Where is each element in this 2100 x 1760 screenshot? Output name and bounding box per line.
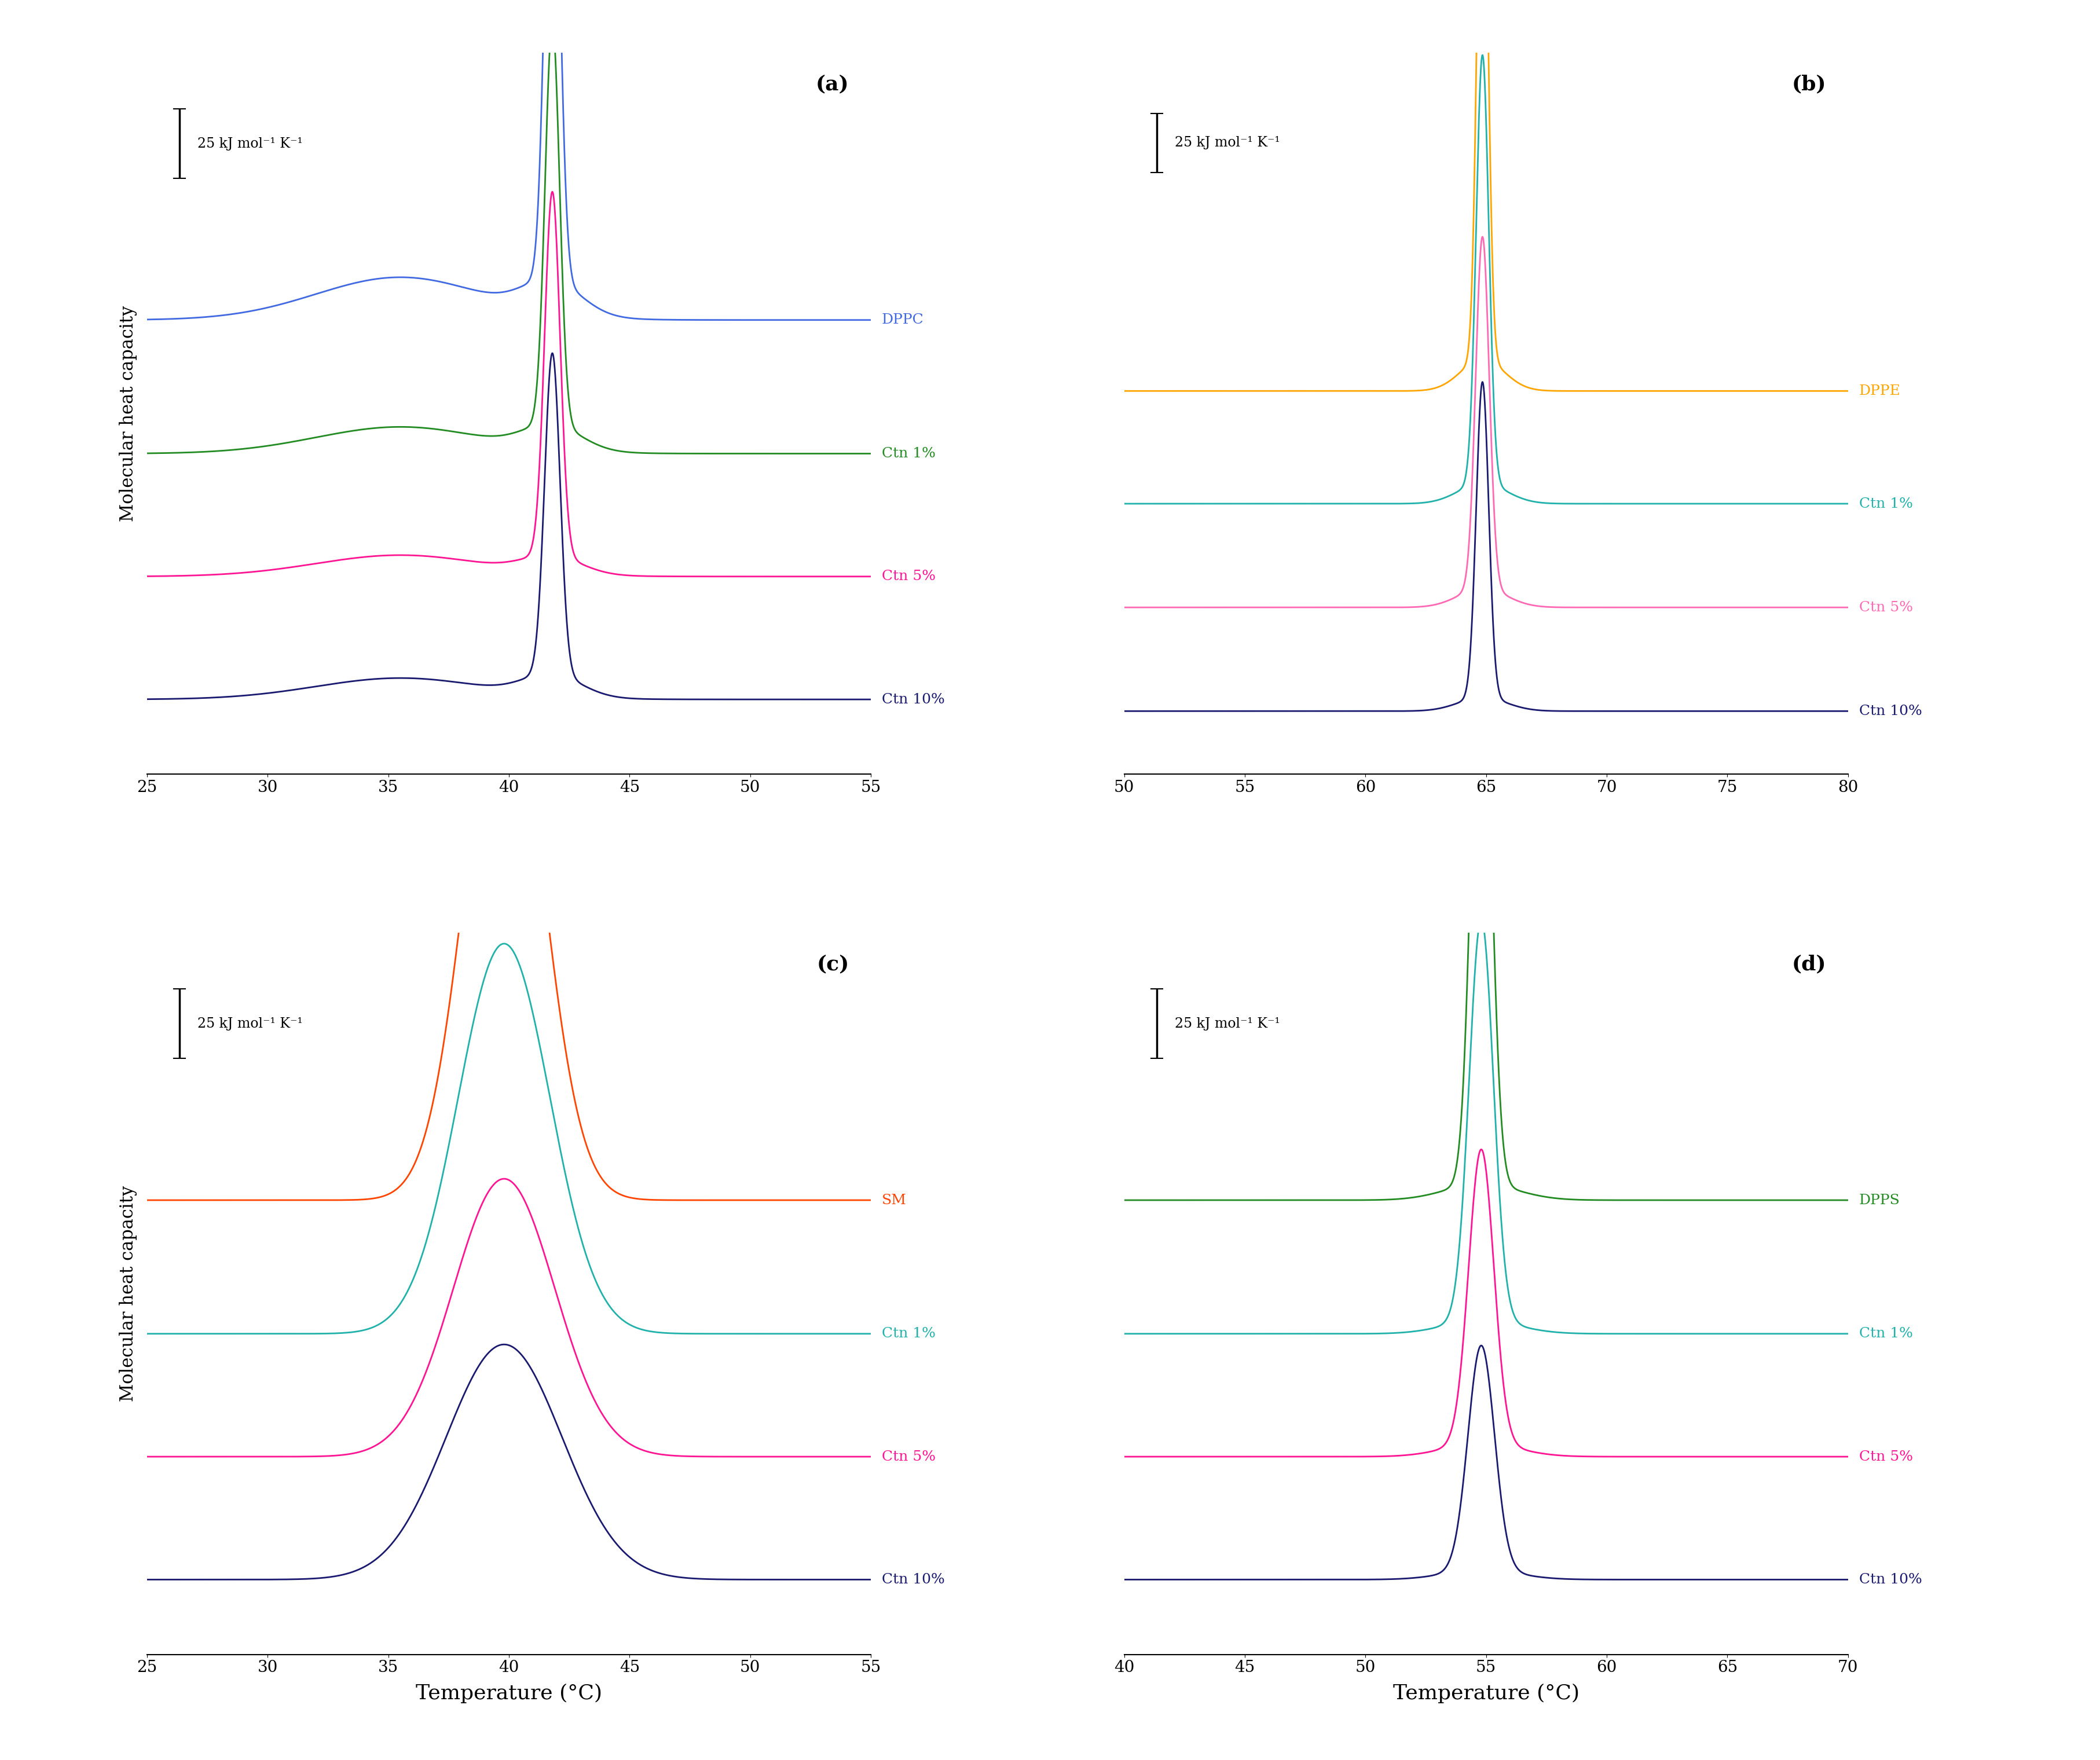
Text: Ctn 1%: Ctn 1% bbox=[1858, 496, 1913, 510]
Y-axis label: Molecular heat capacity: Molecular heat capacity bbox=[120, 1186, 136, 1401]
Text: (c): (c) bbox=[817, 954, 848, 975]
X-axis label: Temperature (°C): Temperature (°C) bbox=[1392, 1684, 1579, 1704]
Text: DPPC: DPPC bbox=[882, 313, 924, 327]
Text: 25 kJ mol⁻¹ K⁻¹: 25 kJ mol⁻¹ K⁻¹ bbox=[197, 1017, 302, 1030]
Text: Ctn 1%: Ctn 1% bbox=[882, 447, 935, 461]
Text: Ctn 5%: Ctn 5% bbox=[882, 570, 935, 583]
Text: Ctn 1%: Ctn 1% bbox=[882, 1327, 935, 1341]
Text: Ctn 5%: Ctn 5% bbox=[1858, 600, 1913, 614]
Text: (d): (d) bbox=[1791, 954, 1827, 975]
Text: Ctn 10%: Ctn 10% bbox=[1858, 1573, 1922, 1586]
Text: 25 kJ mol⁻¹ K⁻¹: 25 kJ mol⁻¹ K⁻¹ bbox=[1174, 1017, 1281, 1030]
Text: DPPS: DPPS bbox=[1858, 1193, 1900, 1207]
Text: (a): (a) bbox=[815, 74, 848, 93]
Text: Ctn 10%: Ctn 10% bbox=[882, 693, 945, 706]
Text: Ctn 10%: Ctn 10% bbox=[882, 1573, 945, 1586]
Text: Ctn 5%: Ctn 5% bbox=[882, 1450, 935, 1463]
Text: DPPE: DPPE bbox=[1858, 384, 1900, 398]
Text: Ctn 1%: Ctn 1% bbox=[1858, 1327, 1913, 1341]
X-axis label: Temperature (°C): Temperature (°C) bbox=[416, 1684, 603, 1704]
Text: SM: SM bbox=[882, 1193, 907, 1207]
Text: 25 kJ mol⁻¹ K⁻¹: 25 kJ mol⁻¹ K⁻¹ bbox=[197, 137, 302, 150]
Text: (b): (b) bbox=[1791, 74, 1827, 93]
Text: Ctn 10%: Ctn 10% bbox=[1858, 704, 1922, 718]
Y-axis label: Molecular heat capacity: Molecular heat capacity bbox=[120, 306, 136, 521]
Text: 25 kJ mol⁻¹ K⁻¹: 25 kJ mol⁻¹ K⁻¹ bbox=[1174, 136, 1281, 150]
Text: Ctn 5%: Ctn 5% bbox=[1858, 1450, 1913, 1463]
